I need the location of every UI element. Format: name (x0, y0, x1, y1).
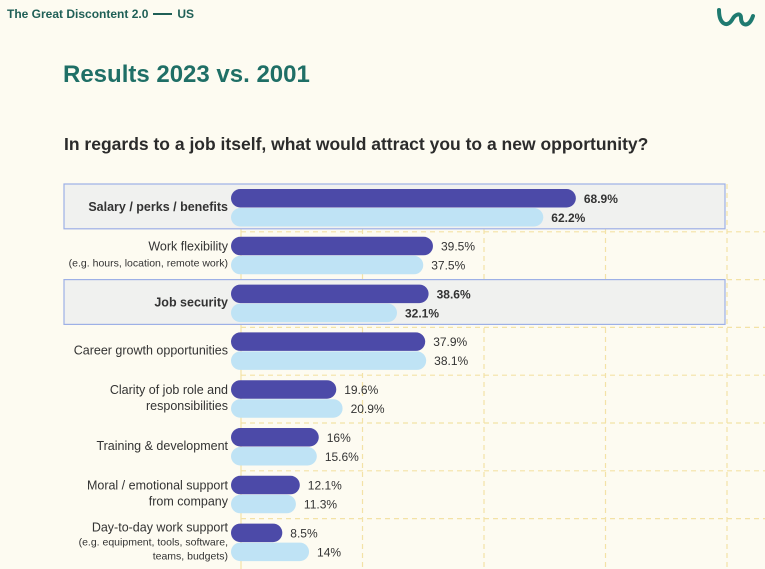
bar-2001 (231, 399, 343, 418)
value-label-2001: 15.6% (325, 450, 359, 464)
value-label-2023: 12.1% (308, 479, 342, 493)
value-label-2001: 38.1% (434, 354, 468, 368)
category-label: Career growth opportunities (74, 343, 228, 357)
page-title: Results 2023 vs. 2001 (63, 61, 310, 88)
chart-question: In regards to a job itself, what would a… (64, 134, 649, 154)
category-label: (e.g. hours, location, remote work) (69, 258, 228, 270)
bar-2001 (231, 255, 424, 275)
header-divider (153, 13, 173, 15)
bar-2001 (231, 351, 427, 370)
value-label-2023: 39.5% (441, 240, 475, 254)
bar-2023 (231, 475, 300, 495)
category-label: Training & development (96, 439, 228, 453)
bar-2023 (231, 380, 337, 399)
bar-2023 (231, 332, 426, 351)
value-label-2001: 62.2% (551, 211, 585, 225)
value-label-2023: 38.6% (437, 287, 471, 301)
value-label-2001: 14% (317, 545, 341, 559)
value-label-2023: 16% (327, 431, 351, 445)
brand-logo-icon (717, 8, 755, 27)
bar-2023 (231, 428, 319, 447)
bar-2001 (231, 303, 398, 323)
value-label-2001: 37.5% (431, 259, 465, 273)
category-label: Clarity of job role and (110, 383, 228, 397)
category-label: Work flexibility (148, 240, 228, 254)
category-label: Day-to-day work support (92, 521, 229, 535)
region-label: US (177, 7, 195, 21)
bar-2001 (231, 208, 544, 227)
bar-2023 (231, 236, 433, 256)
value-label-2001: 20.9% (351, 402, 385, 416)
category-label: responsibilities (146, 399, 228, 413)
category-label: from company (149, 495, 229, 509)
value-label-2001: 32.1% (405, 306, 439, 320)
category-label: teams, budgets) (153, 551, 228, 563)
value-label-2023: 37.9% (433, 335, 467, 349)
category-label: (e.g. equipment, tools, software, (79, 537, 228, 549)
category-label: Salary / perks / benefits (88, 200, 228, 214)
bar-2001 (231, 494, 296, 514)
value-label-2001: 11.3% (304, 498, 337, 512)
bar-2023 (231, 189, 576, 208)
bar-2023 (231, 284, 429, 304)
category-label: Moral / emotional support (87, 479, 229, 493)
bar-2023 (231, 523, 283, 543)
value-label-2023: 8.5% (290, 526, 318, 540)
report-header: The Great Discontent 2.0 US (7, 7, 194, 21)
value-label-2023: 19.6% (344, 383, 378, 397)
report-title: The Great Discontent 2.0 (7, 7, 149, 21)
bar-2001 (231, 542, 310, 562)
bar-2001 (231, 447, 317, 466)
value-label-2023: 68.9% (584, 192, 618, 206)
category-label: Job security (154, 296, 228, 310)
